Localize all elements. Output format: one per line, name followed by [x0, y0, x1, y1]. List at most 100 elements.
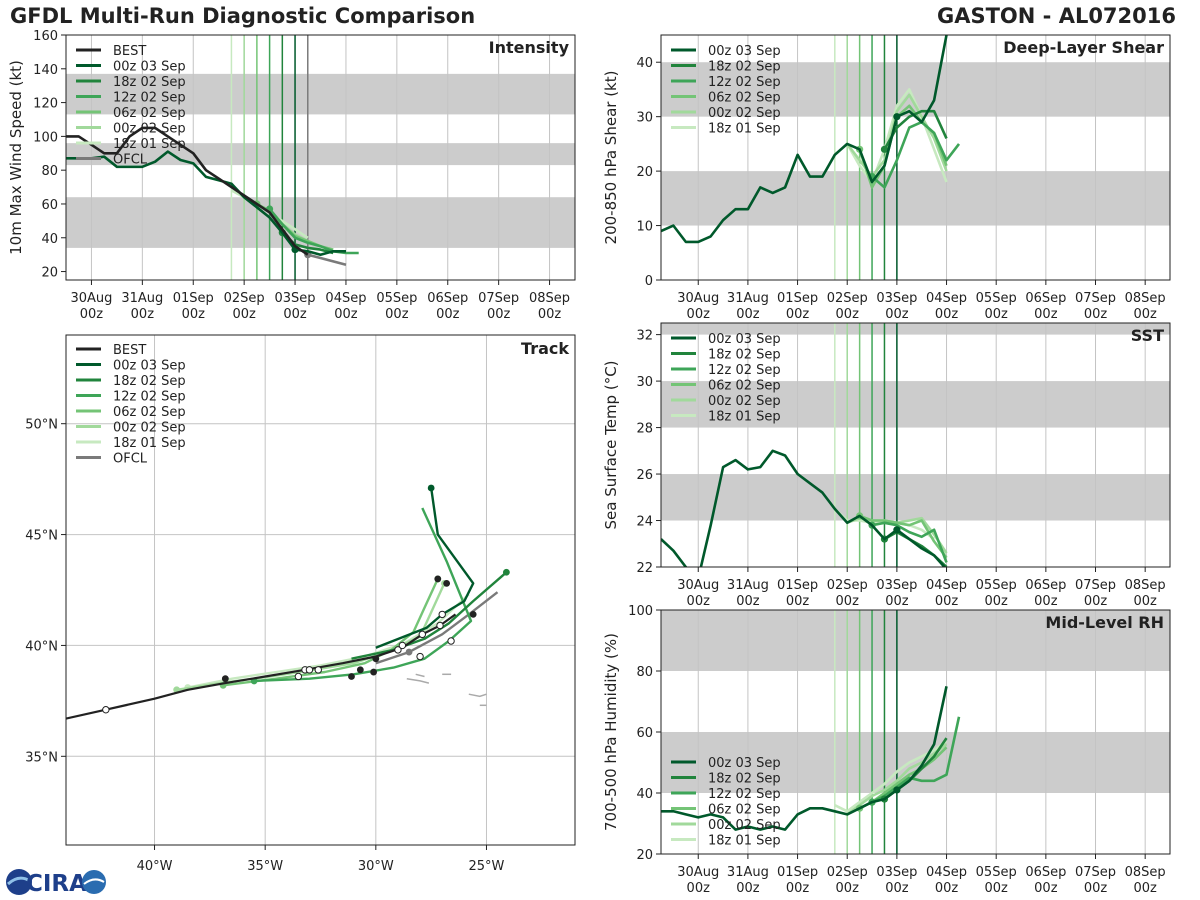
series-00z-02-sep: [846, 743, 948, 816]
ytick-label: 28: [636, 422, 653, 437]
band-2: [661, 323, 1170, 335]
frame-shear: [660, 34, 1171, 281]
storm-id: GASTON - AL072016: [936, 4, 1176, 28]
position-dot: [370, 668, 378, 676]
ytick-label: 0: [645, 274, 653, 289]
island-outline: [406, 677, 430, 684]
lon-label: 40°W: [137, 859, 173, 874]
band-0: [661, 732, 1170, 793]
legend-label-best: BEST: [113, 44, 146, 59]
panel-sst: 22242628303230Aug00z31Aug00z01Sep00z02Se…: [602, 322, 1171, 609]
band-2: [66, 73, 575, 115]
legend-label-12z-02-sep: 12z 02 Sep: [708, 363, 781, 378]
ytick-label: 60: [41, 198, 58, 213]
xtick-hour-label: 00z: [1084, 594, 1108, 609]
panel-title: SST: [1131, 326, 1164, 345]
legend-label-18z-02-sep: 18z 02 Sep: [708, 60, 781, 75]
xtick-day-label: 08Sep: [1125, 578, 1166, 593]
xtick-hour-label: 00z: [985, 881, 1009, 896]
series-12z-02-sep: [871, 521, 948, 563]
xtick-hour-label: 00z: [786, 594, 810, 609]
xtick-hour-label: 00z: [385, 307, 409, 322]
ytick-label: 40: [41, 232, 58, 247]
xtick-hour-label: 00z: [786, 881, 810, 896]
xtick-day-label: 04Sep: [926, 578, 967, 593]
position-open-dot: [294, 672, 303, 681]
xtick-hour-label: 00z: [736, 881, 760, 896]
legend-label-12z-02-sep: 12z 02 Sep: [708, 75, 781, 90]
xtick-day-label: 06Sep: [1025, 578, 1066, 593]
series-12z-02-sep: [268, 208, 359, 255]
band-0: [661, 474, 1170, 521]
y-axis-label: 10m Max Wind Speed (kt): [7, 60, 25, 255]
legend-label-18z-02-sep: 18z 02 Sep: [708, 348, 781, 363]
position-open-dot: [438, 610, 446, 619]
xtick-day-label: 30Aug: [677, 865, 719, 880]
position-open-dot: [305, 666, 314, 674]
xtick-hour-label: 00z: [232, 307, 256, 322]
series-12z-02-sep: [871, 120, 961, 189]
xtick-day-label: 30Aug: [677, 291, 719, 306]
track-marker-ofcl: [405, 648, 413, 656]
xtick-hour-label: 00z: [885, 594, 909, 609]
xtick-hour-label: 00z: [687, 594, 711, 609]
xtick-day-label: 31Aug: [121, 291, 163, 306]
track-00z-03-sep: [375, 487, 475, 649]
legend-label-12z-02-sep: 12z 02 Sep: [113, 91, 186, 106]
ytick-label: 140: [33, 63, 58, 78]
xtick-day-label: 08Sep: [529, 291, 570, 306]
legend-label-06z-02-sep: 06z 02 Sep: [708, 379, 781, 394]
legend-label-00z-03-sep: 00z 03 Sep: [113, 60, 186, 75]
xtick-hour-label: 00z: [80, 307, 104, 322]
xtick-day-label: 05Sep: [976, 291, 1017, 306]
ytick-label: 80: [636, 665, 653, 680]
legend-label-00z-02-sep: 00z 02 Sep: [708, 106, 781, 121]
xtick-day-label: 07Sep: [478, 291, 519, 306]
marker-00z-03-sep: [893, 526, 901, 534]
xtick-hour-label: 00z: [935, 594, 959, 609]
xtick-hour-label: 00z: [786, 307, 810, 322]
marker-18z-02-sep: [880, 145, 889, 153]
xtick-hour-label: 00z: [985, 307, 1009, 322]
series-06z-02-sep: [859, 514, 948, 559]
legend-label-06z-02-sep: 06z 02 Sep: [113, 106, 186, 121]
legend-label-00z-03-sep: 00z 03 Sep: [113, 359, 186, 374]
xtick-hour-label: 00z: [182, 307, 206, 322]
plot-area-track: [66, 335, 575, 845]
xtick-hour-label: 00z: [687, 307, 711, 322]
legend-label-18z-02-sep: 18z 02 Sep: [708, 772, 781, 787]
legend-label-12z-02-sep: 12z 02 Sep: [113, 390, 186, 405]
panel-shear: 01020304030Aug00z31Aug00z01Sep00z02Sep00…: [602, 34, 1171, 322]
position-open-dot: [447, 637, 455, 645]
series-18z-01-sep: [833, 88, 948, 184]
xtick-day-label: 30Aug: [677, 578, 719, 593]
position-dot: [221, 675, 229, 683]
xtick-hour-label: 00z: [1034, 594, 1058, 609]
xtick-hour-label: 00z: [935, 307, 959, 322]
ytick-label: 22: [636, 561, 653, 576]
ytick-label: 80: [41, 164, 58, 179]
position-open-dot: [398, 641, 407, 650]
y-axis-label: 200-850 hPa Shear (kt): [602, 71, 620, 245]
xtick-hour-label: 00z: [836, 881, 860, 896]
xtick-day-label: 01Sep: [777, 578, 818, 593]
series-ofcl: [307, 253, 347, 267]
xtick-day-label: 31Aug: [727, 291, 769, 306]
ytick-label: 120: [33, 97, 58, 112]
panel-track: 40°W 35°W 30°W 25°W 35°N 40°N 45°N 50°N Track BES…: [25, 334, 576, 874]
band-0: [661, 171, 1170, 226]
frame-intensity: [65, 34, 576, 281]
ytick-label: 20: [636, 165, 653, 180]
lat-label: 35°N: [25, 750, 58, 765]
legend-label-18z-02-sep: 18z 02 Sep: [113, 75, 186, 90]
island-outline: [468, 693, 487, 698]
legend-label-ofcl: OFCL: [113, 153, 148, 168]
legend-label-00z-02-sep: 00z 02 Sep: [113, 421, 186, 436]
track-18z-01-sep: [187, 593, 470, 689]
xtick-day-label: 08Sep: [1125, 291, 1166, 306]
lon-label: 35°W: [247, 859, 283, 874]
legend-label-00z-02-sep: 00z 02 Sep: [113, 122, 186, 137]
ytick-label: 26: [636, 468, 653, 483]
